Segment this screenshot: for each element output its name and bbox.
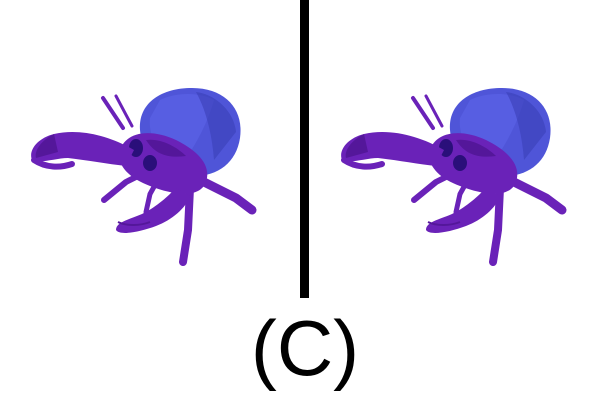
right-image-panel [310, 0, 610, 300]
hermit-crab-icon [0, 0, 300, 300]
hermit-crab-icon [310, 0, 610, 300]
figure-caption: (C) [250, 304, 360, 392]
divider-line [300, 0, 309, 298]
left-image-panel [0, 0, 300, 300]
